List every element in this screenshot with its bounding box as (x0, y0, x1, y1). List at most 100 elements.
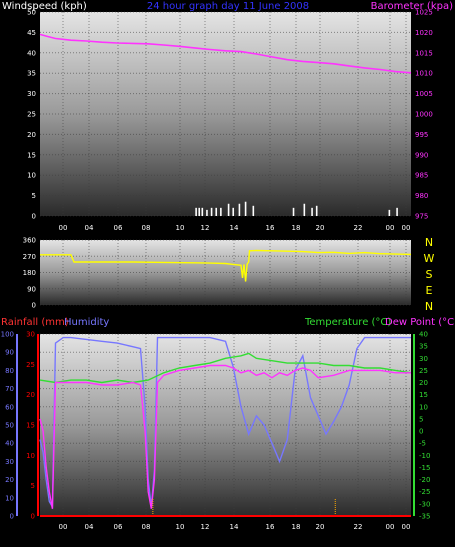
windspeed-tick-label: 35 (27, 70, 36, 78)
barometer-tick-label: 1025 (415, 9, 433, 17)
temperature-tick-label: -30 (419, 500, 430, 508)
humidity-tick-label: 100 (1, 331, 14, 339)
humidity-tick-label: 30 (5, 458, 14, 466)
temperature-tick-label: 15 (419, 391, 428, 399)
windspeed-bar (201, 207, 204, 216)
temperature-tick-label: 20 (419, 379, 428, 387)
bottom-x-tick-label: 00 (386, 523, 395, 531)
barometer-tick-label: 975 (415, 213, 428, 221)
windspeed-bar (303, 203, 306, 216)
rainfall-tick-label: 25 (26, 361, 35, 369)
barometer-line (39, 33, 412, 74)
windspeed-bar (388, 209, 391, 216)
top-x-tick-label: 16 (266, 224, 275, 232)
humidity-tick-label: 50 (5, 422, 14, 430)
temperature-tick-label: -20 (419, 476, 430, 484)
direction-label-e: E (426, 284, 433, 297)
barometer-tick-label: 1010 (415, 70, 433, 78)
humidity-tick-label: 10 (5, 494, 14, 502)
bottom-x-tick-label: 14 (230, 523, 239, 531)
rainfall-tick-label: 5 (31, 482, 35, 490)
ticks-layer: 0510152025303540455097598098599099510001… (1, 9, 433, 532)
humidity-tick-label: 20 (5, 476, 14, 484)
direction-label-w: W (424, 252, 435, 265)
barometer-tick-label: 985 (415, 172, 428, 180)
direction-tick-label: 90 (27, 285, 36, 293)
humidity-tick-label: 70 (5, 385, 14, 393)
windspeed-bar (252, 205, 255, 216)
windspeed-tick-label: 0 (32, 213, 36, 221)
windspeed-tick-label: 15 (27, 151, 36, 159)
humidity-tick-label: 90 (5, 349, 14, 357)
rainfall-tick-label: 15 (26, 422, 35, 430)
dewpoint-axis-label: Dew Point (°C) (385, 317, 455, 328)
windspeed-tick-label: 45 (27, 29, 36, 37)
humidity-tick-label: 0 (10, 513, 14, 521)
temperature-tick-label: 35 (419, 343, 428, 351)
barometer-tick-label: 990 (415, 151, 428, 159)
humidity-axis-label: Humidity (64, 317, 109, 328)
rainfall-tick-label: 30 (26, 331, 35, 339)
windspeed-tick-label: 25 (27, 111, 36, 119)
direction-tick-label: 180 (23, 269, 36, 277)
barometer-tick-label: 1000 (415, 111, 433, 119)
barometer-tick-label: 1020 (415, 29, 433, 37)
rainfall-tick-label: 20 (26, 391, 35, 399)
dewpoint-line (39, 364, 411, 509)
bottom-x-tick-label: 04 (85, 523, 94, 531)
windspeed-bar (396, 207, 398, 216)
bottom-x-tick-label: 12 (201, 523, 210, 531)
bottom-x-tick-label: 00 (59, 523, 68, 531)
windspeed-tick-label: 5 (32, 192, 36, 200)
temperature-tick-label: -5 (419, 440, 426, 448)
top-x-tick-label: 00 (386, 224, 395, 232)
bottom-x-tick-label: 20 (316, 523, 325, 531)
temperature-tick-label: -10 (419, 452, 430, 460)
marks-layer (39, 33, 412, 517)
temperature-tick-label: -15 (419, 464, 430, 472)
windspeed-tick-label: 20 (27, 131, 36, 139)
barometer-tick-label: 1005 (415, 90, 433, 98)
top-x-tick-label: 00 (59, 224, 68, 232)
temperature-tick-label: -25 (419, 488, 430, 496)
bottom-x-tick-label: 22 (354, 523, 363, 531)
barometer-tick-label: 995 (415, 131, 428, 139)
windspeed-bar (220, 207, 222, 216)
humidity-tick-label: 60 (5, 403, 14, 411)
top-x-tick-label: 22 (354, 224, 363, 232)
windspeed-tick-label: 10 (27, 172, 36, 180)
bottom-x-tick-label: 06 (114, 523, 123, 531)
temperature-tick-label: 40 (419, 331, 428, 339)
windspeed-bar (215, 207, 218, 216)
windspeed-bar (315, 205, 318, 216)
barometer-tick-label: 980 (415, 192, 428, 200)
windspeed-bar (206, 209, 208, 216)
barometer-tick-label: 1015 (415, 49, 433, 57)
bottom-x-tick-label: 16 (266, 523, 275, 531)
windspeed-bar (292, 207, 295, 216)
temperature-tick-label: 30 (419, 355, 428, 363)
rainfall-axis-label: Rainfall (mm) (1, 317, 69, 328)
direction-tick-label: 270 (23, 253, 36, 261)
windspeed-bar (232, 207, 235, 216)
top-x-tick-label: 14 (230, 224, 239, 232)
windspeed-bar (238, 203, 241, 216)
temperature-line (39, 352, 412, 384)
chart-title: 24 hour graph day 11 June 2008 (147, 1, 309, 12)
direction-tick-label: 0 (32, 302, 36, 310)
direction-tick-label: 360 (23, 237, 36, 245)
windspeed-tick-label: 40 (27, 49, 36, 57)
windspeed-tick-label: 50 (27, 9, 36, 17)
humidity-line (39, 336, 411, 510)
windspeed-bar (198, 207, 201, 216)
top-x-tick-label: 10 (176, 224, 185, 232)
temperature-tick-label: 10 (419, 403, 428, 411)
temperature-tick-label: -35 (419, 513, 430, 521)
bottom-x-tick-label: 00 (402, 523, 411, 531)
rainfall-tick-label: 0 (31, 513, 35, 521)
humidity-tick-label: 40 (5, 440, 14, 448)
bottom-x-tick-label: 10 (176, 523, 185, 531)
top-x-tick-label: 06 (114, 224, 123, 232)
humidity-tick-label: 80 (5, 367, 14, 375)
